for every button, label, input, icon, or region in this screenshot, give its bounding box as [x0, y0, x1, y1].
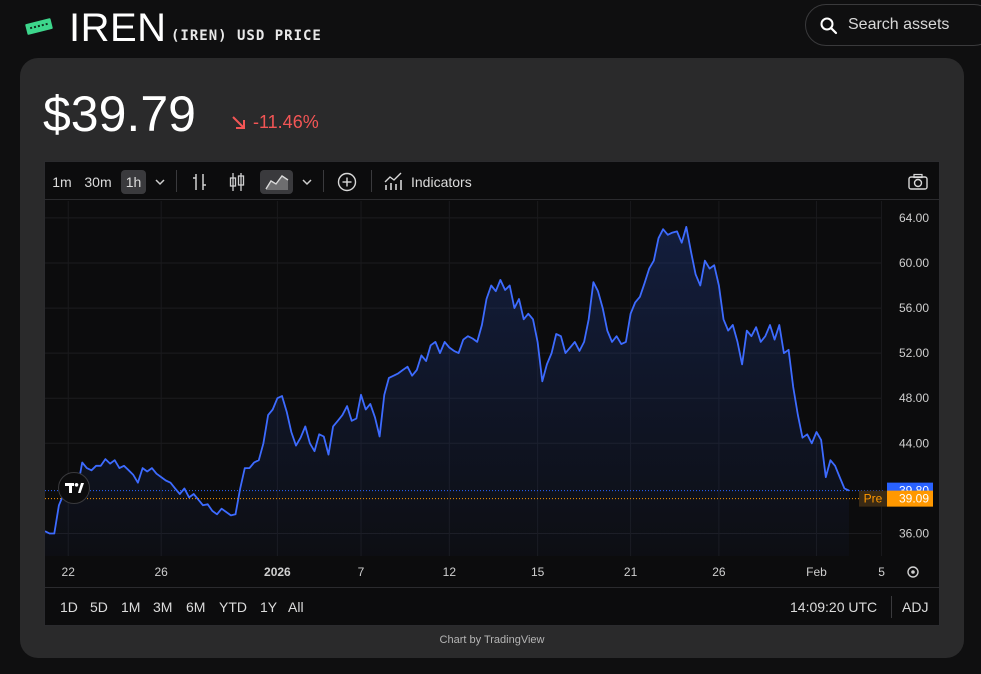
settings-gear-center — [911, 570, 915, 574]
price-change-value: -11.46% — [253, 112, 319, 132]
interval-1m[interactable]: 1m — [52, 174, 72, 190]
price-change: -11.46% — [231, 112, 319, 133]
range-1d[interactable]: 1D — [60, 599, 78, 615]
tradingview-logo-icon[interactable] — [58, 472, 90, 504]
chart-bottom-bar: 1D 5D 1M 3M 6M YTD 1Y All 14:09:20 UTC A… — [45, 587, 939, 625]
settings-gear-icon[interactable] — [907, 566, 919, 578]
price-card: $39.79 -11.46% 1m 30m 1h — [20, 58, 964, 658]
range-all[interactable]: All — [288, 599, 304, 615]
arrow-down-right-icon — [232, 115, 245, 129]
current-price: $39.79 — [43, 86, 196, 142]
candlestick-icon[interactable] — [225, 170, 249, 194]
x-tick-label: 26 — [155, 565, 169, 579]
range-6m[interactable]: 6M — [186, 599, 206, 615]
y-tick-label: 44.00 — [899, 436, 929, 450]
top-bar: IREN (IREN) USD PRICE Search assets — [0, 0, 981, 56]
range-5d[interactable]: 5D — [90, 599, 108, 615]
x-tick-label: 26 — [712, 565, 726, 579]
pre-tag: Pre — [864, 492, 883, 506]
price-area — [45, 226, 849, 556]
x-tick-label: 12 — [443, 565, 457, 579]
chart-toolbar: 1m 30m 1h — [45, 162, 939, 200]
range-3m[interactable]: 3M — [153, 599, 173, 615]
interval-30m[interactable]: 30m — [84, 174, 112, 190]
page-title: IREN — [69, 6, 167, 50]
pre-price-label: 39.09 — [899, 492, 929, 506]
area-chart-icon — [264, 175, 288, 190]
y-tick-label: 56.00 — [899, 301, 929, 315]
chevron-down-icon[interactable] — [299, 170, 315, 194]
range-1m[interactable]: 1M — [121, 599, 141, 615]
x-tick-label: 22 — [62, 565, 76, 579]
chart-credit: Chart by TradingView — [439, 634, 545, 646]
indicators-button[interactable]: Indicators — [411, 174, 472, 190]
interval-1h[interactable]: 1h — [121, 170, 146, 194]
x-tick-label: 15 — [531, 565, 545, 579]
y-tick-label: 64.00 — [899, 211, 929, 225]
pre-tag-bg — [859, 490, 887, 507]
cash-logo-icon — [25, 18, 53, 35]
y-tick-label: 52.00 — [899, 346, 929, 360]
y-tick-label: 48.00 — [899, 391, 929, 405]
x-tick-label: 2026 — [264, 565, 291, 579]
x-tick-label: 5 — [878, 565, 885, 579]
search-input[interactable]: Search assets — [848, 16, 950, 33]
search-icon — [820, 17, 838, 35]
chevron-down-icon[interactable] — [152, 170, 168, 194]
camera-icon[interactable] — [907, 170, 929, 194]
x-tick-label: 21 — [624, 565, 638, 579]
adjust-button[interactable]: ADJ — [902, 599, 929, 615]
price-chart: 1m 30m 1h — [44, 161, 940, 626]
bar-chart-icon[interactable] — [188, 170, 212, 194]
price-line — [45, 226, 850, 535]
chart-clock: 14:09:20 UTC — [790, 599, 878, 615]
indicators-icon[interactable] — [383, 170, 405, 194]
x-tick-label: Feb — [806, 565, 827, 579]
compare-add-icon[interactable] — [335, 170, 359, 194]
y-tick-label: 36.00 — [899, 526, 929, 540]
range-1y[interactable]: 1Y — [260, 599, 278, 615]
pre-price-badge — [887, 490, 933, 507]
chart-plot-area[interactable]: 64.00 60.00 56.00 52.00 48.00 44.00 36.00 22 26 2… — [45, 201, 939, 587]
y-tick-label: 60.00 — [899, 256, 929, 270]
x-tick-label: 7 — [358, 565, 365, 579]
range-ytd[interactable]: YTD — [219, 599, 247, 615]
area-chart-button[interactable] — [260, 170, 293, 194]
page-subtitle: (IREN) USD PRICE — [171, 28, 322, 44]
search-box[interactable]: Search assets — [805, 4, 981, 46]
